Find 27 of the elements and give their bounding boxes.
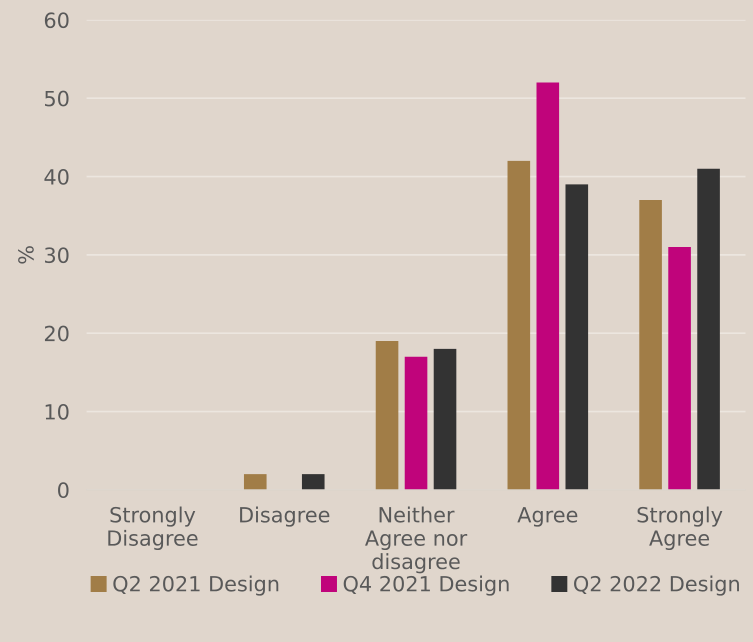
- y-tick-label: 40: [44, 169, 69, 185]
- legend-label: Q2 2021 Design: [113, 575, 278, 596]
- x-tick-label: Neither Agree nor disagree: [365, 506, 468, 574]
- x-tick-label: Strongly Agree: [638, 506, 722, 550]
- bar: [434, 348, 456, 490]
- bar: [508, 160, 530, 490]
- legend-label: Q2 2022 Design: [574, 575, 739, 596]
- y-axis-title: %: [18, 246, 34, 264]
- bar: [639, 200, 662, 490]
- y-tick-label: 20: [44, 326, 69, 342]
- x-tick-label: Agree: [517, 507, 578, 527]
- x-tick-label: Disagree: [240, 506, 330, 527]
- y-tick-label: 10: [46, 404, 69, 420]
- bar: [404, 356, 428, 490]
- bar: [244, 474, 267, 490]
- y-tick-label: 0: [58, 482, 69, 498]
- x-tick-label: Strongly Disagree: [108, 506, 198, 550]
- y-tick-label: 30: [45, 247, 69, 264]
- y-tick-label: 50: [45, 90, 69, 106]
- y-tick-label: 60: [44, 12, 69, 28]
- bar: [697, 168, 720, 490]
- bar: [302, 474, 325, 490]
- bar: [536, 82, 560, 490]
- legend-label: Q4 2021 Design: [344, 575, 509, 596]
- bar: [376, 341, 398, 490]
- bar: [565, 184, 588, 490]
- bar: [668, 247, 691, 490]
